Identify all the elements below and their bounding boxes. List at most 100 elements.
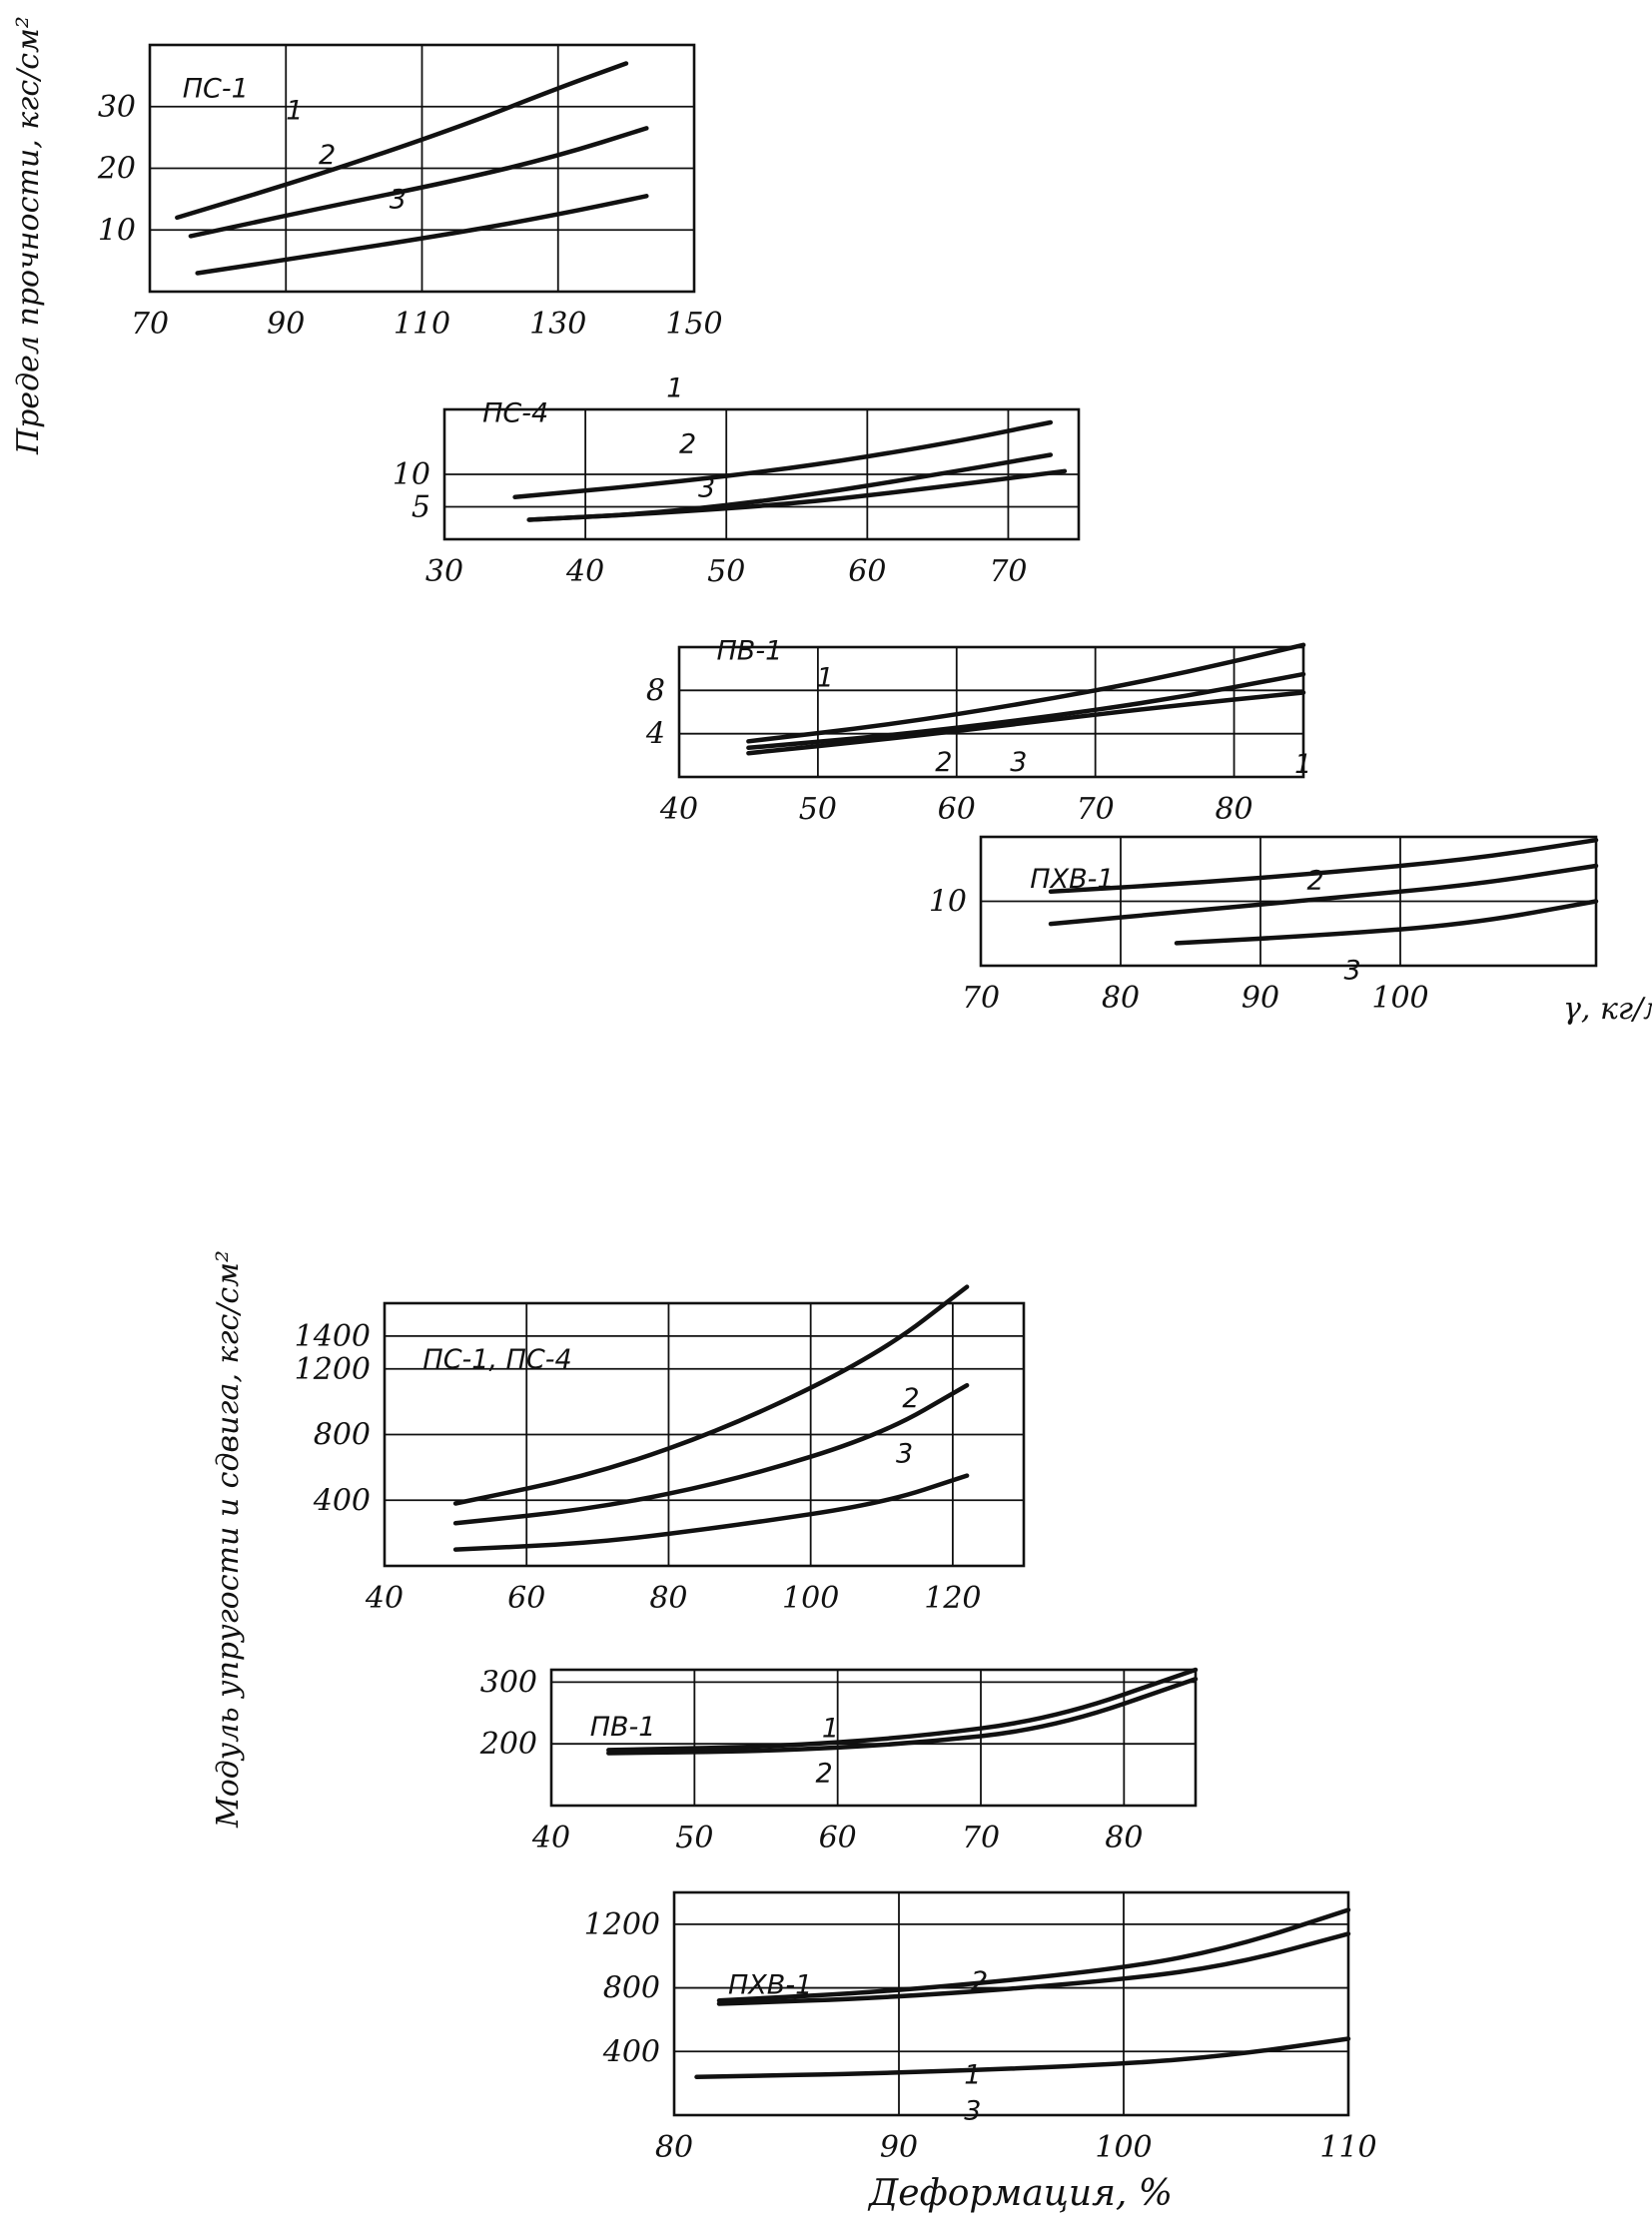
- x-tick-label: 70: [962, 981, 1000, 1016]
- x-tick-label: 40: [565, 554, 604, 589]
- x-tick-label: 110: [1319, 2130, 1376, 2165]
- series-label: 2: [1306, 865, 1323, 896]
- series-label: 2: [815, 1758, 832, 1789]
- panel-title: ПС-4: [482, 397, 548, 428]
- plot-frame: [148, 43, 696, 294]
- x-tick-label: 60: [819, 1821, 857, 1855]
- plot-frame: [672, 1890, 1350, 2117]
- series-label: 3: [896, 1438, 913, 1469]
- x-tick-label: 60: [938, 792, 976, 827]
- modulus-y-axis-label: Модуль упругости и сдвига, кгс/см²: [211, 1250, 246, 1829]
- series-label: 1: [964, 2060, 981, 2091]
- y-tick-label: 10: [929, 885, 967, 920]
- y-tick-label: 30: [98, 90, 136, 125]
- x-tick-label: 60: [848, 554, 886, 589]
- x-tick-label: 50: [675, 1821, 713, 1855]
- series-line: [716, 1931, 1351, 2006]
- y-tick-label: 1200: [584, 1907, 660, 1942]
- x-tick-label: 50: [799, 792, 837, 827]
- y-tick-label: 800: [314, 1418, 371, 1453]
- y-tick-label: 200: [479, 1727, 537, 1762]
- series-label: 2: [935, 747, 952, 778]
- series-line: [195, 194, 649, 276]
- series-label: 3: [1343, 956, 1360, 987]
- y-tick-label: 1200: [295, 1352, 371, 1387]
- series-line: [452, 1284, 970, 1506]
- series-line: [1048, 837, 1599, 895]
- x-tick-label: 70: [989, 554, 1027, 589]
- series-label: 2: [319, 140, 336, 171]
- series-label: 1: [817, 663, 834, 694]
- series-line: [746, 690, 1306, 756]
- series-line: [512, 419, 1054, 500]
- x-tick-label: 70: [131, 307, 169, 342]
- y-tick-label: 10: [393, 457, 430, 492]
- plot-frame: [442, 407, 1081, 541]
- x-tick-label: 150: [665, 307, 722, 342]
- chart-panel: 70 90 110 130 150 10 20 30 ПС-1 12 3: [97, 43, 723, 342]
- x-tick-label: 80: [655, 2130, 693, 2165]
- x-tick-label: 100: [1095, 2130, 1152, 2165]
- panel-title: ПС-1: [183, 74, 249, 105]
- x-tick-label: 30: [425, 554, 463, 589]
- plot-frame: [677, 645, 1305, 779]
- y-tick-label: 300: [480, 1665, 537, 1700]
- modulus-x-axis-label: Деформация, %: [867, 2173, 1173, 2214]
- panel-title: ПС-1, ПС-4: [422, 1344, 571, 1375]
- y-tick-label: 4: [645, 717, 665, 752]
- y-tick-label: 10: [98, 213, 136, 248]
- x-tick-label: 110: [394, 307, 450, 342]
- series-line: [606, 1667, 1199, 1753]
- series-label: 3: [390, 184, 407, 215]
- panel-title: ПВ-1: [590, 1712, 656, 1743]
- x-tick-label: 70: [962, 1821, 1000, 1855]
- series-line: [526, 468, 1068, 522]
- series-line: [452, 1382, 970, 1526]
- strength-x-axis-label: γ, кг/м³: [1563, 992, 1652, 1027]
- y-tick-label: 8: [646, 673, 665, 708]
- chart-panel: 30 40 50 60 70 510 ПС-4 1 23: [393, 373, 1081, 589]
- x-tick-label: 100: [782, 1581, 839, 1616]
- x-tick-label: 80: [1105, 1821, 1143, 1855]
- series-line: [1174, 899, 1599, 946]
- series-label: 1: [666, 373, 683, 404]
- series-line: [175, 61, 629, 221]
- x-tick-label: 90: [1241, 981, 1279, 1016]
- x-tick-label: 50: [707, 554, 745, 589]
- x-tick-label: 60: [507, 1581, 545, 1616]
- chart-panel: 40 50 60 70 80 200 300 ПВ-1 1 2: [479, 1665, 1199, 1855]
- series-line: [746, 642, 1306, 744]
- plot-frame: [383, 1301, 1026, 1568]
- series-label: 1: [822, 1714, 839, 1745]
- plot-frame: [549, 1668, 1198, 1808]
- x-tick-label: 80: [1102, 981, 1140, 1016]
- x-tick-label: 90: [267, 307, 305, 342]
- series-label: 2: [971, 1966, 988, 1997]
- y-tick-label: 5: [412, 490, 430, 525]
- x-tick-label: 90: [880, 2130, 918, 2165]
- x-tick-label: 40: [365, 1581, 404, 1616]
- series-label: 2: [679, 428, 696, 459]
- x-tick-label: 120: [924, 1581, 981, 1616]
- x-tick-label: 70: [1077, 792, 1115, 827]
- series-line: [1048, 863, 1599, 927]
- y-tick-label: 400: [313, 1483, 371, 1518]
- x-tick-label: 80: [1215, 792, 1252, 827]
- series-line: [452, 1473, 970, 1552]
- x-tick-label: 40: [531, 1821, 570, 1855]
- series-label: 1: [1294, 749, 1311, 780]
- series-label: 3: [964, 2095, 981, 2126]
- x-tick-label: 80: [649, 1581, 687, 1616]
- strength-y-axis-label: Предел прочности, кгс/см²: [11, 16, 46, 455]
- y-tick-label: 800: [603, 1971, 660, 2006]
- series-line: [606, 1677, 1199, 1756]
- series-line: [694, 2036, 1351, 2080]
- series-label: 3: [1010, 747, 1027, 778]
- panel-title: ПВ-1: [717, 635, 783, 666]
- y-tick-label: 20: [97, 152, 136, 187]
- x-tick-label: 100: [1371, 981, 1428, 1016]
- series-label: 1: [286, 95, 303, 126]
